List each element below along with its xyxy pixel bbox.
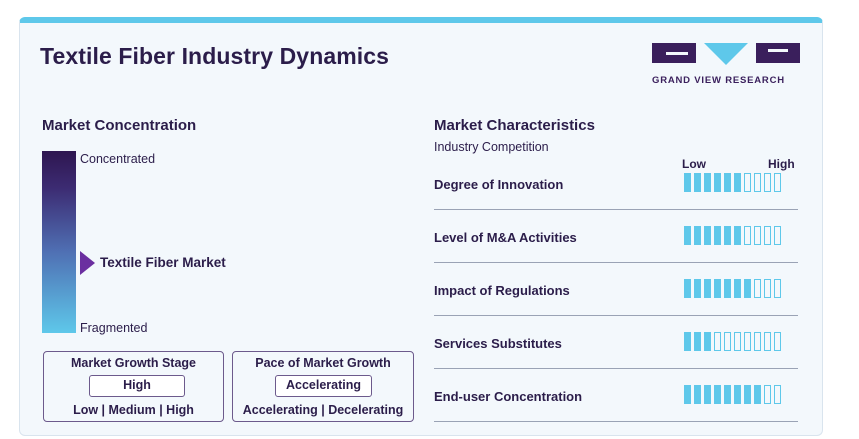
characteristic-level-meter [684,279,781,298]
growth-stage-title: Market Growth Stage [70,356,197,370]
level-cell-filled [694,226,701,245]
logo-mark-triangle [704,43,748,65]
concentration-gradient-bar [42,151,76,333]
growth-stage-box: Market Growth Stage High Low | Medium | … [43,351,224,422]
level-cell-filled [724,279,731,298]
level-cell-empty [754,279,761,298]
level-cell-empty [744,226,751,245]
characteristic-row: Impact of Regulations [434,263,798,316]
characteristic-row: End-user Concentration [434,369,798,422]
logo-text: GRAND VIEW RESEARCH [652,75,785,86]
growth-stage-value: High [89,375,185,397]
growth-pace-title: Pace of Market Growth [255,356,391,370]
concentration-heading: Market Concentration [42,117,197,134]
growth-stage-options: Low | Medium | High [73,403,194,417]
level-cell-filled [754,385,761,404]
level-cell-filled [714,385,721,404]
growth-pace-box: Pace of Market Growth Accelerating Accel… [232,351,414,422]
characteristic-level-meter [684,385,781,404]
level-cell-empty [744,173,751,192]
level-cell-filled [734,385,741,404]
growth-pace-value: Accelerating [275,375,372,397]
level-cell-filled [714,226,721,245]
level-cell-filled [694,279,701,298]
characteristic-row: Level of M&A Activities [434,210,798,263]
level-cell-empty [754,226,761,245]
level-cell-empty [764,173,771,192]
dynamics-card: Textile Fiber Industry Dynamics GRAND VI… [19,17,823,436]
concentrated-label: Concentrated [80,152,156,166]
level-cell-filled [724,173,731,192]
level-cell-filled [724,385,731,404]
characteristic-label: Services Substitutes [434,336,562,351]
level-cell-filled [684,226,691,245]
characteristic-row: Services Substitutes [434,316,798,369]
level-cell-empty [774,385,781,404]
level-cell-empty [754,173,761,192]
level-cell-filled [744,279,751,298]
level-cell-empty [774,226,781,245]
growth-pace-options: Accelerating | Decelerating [242,403,404,417]
scale-low-label: Low [682,157,706,171]
level-cell-filled [684,279,691,298]
page-title: Textile Fiber Industry Dynamics [40,43,390,69]
characteristics-heading: Market Characteristics [434,117,595,134]
characteristic-level-meter [684,173,781,192]
characteristic-label: End-user Concentration [434,389,583,404]
level-cell-filled [724,226,731,245]
level-cell-filled [714,173,721,192]
level-cell-empty [744,332,751,351]
level-cell-filled [734,226,741,245]
level-cell-filled [704,226,711,245]
characteristic-level-meter [684,226,781,245]
brand-logo: GRAND VIEW RESEARCH [652,43,800,89]
level-cell-filled [704,332,711,351]
level-cell-filled [694,332,701,351]
level-cell-empty [764,332,771,351]
characteristic-row: Degree of Innovation [434,157,798,210]
level-cell-empty [714,332,721,351]
level-cell-empty [774,332,781,351]
level-cell-empty [724,332,731,351]
fragmented-label: Fragmented [80,321,148,335]
market-position-marker-icon [80,251,95,275]
characteristic-label: Level of M&A Activities [434,230,577,245]
level-cell-empty [774,279,781,298]
level-cell-empty [764,279,771,298]
level-cell-filled [714,279,721,298]
level-cell-empty [764,226,771,245]
market-position-label: Textile Fiber Market [100,255,226,270]
level-cell-filled [694,385,701,404]
characteristic-level-meter [684,332,781,351]
level-cell-filled [744,385,751,404]
level-cell-filled [734,173,741,192]
level-cell-filled [694,173,701,192]
level-cell-empty [754,332,761,351]
level-cell-empty [764,385,771,404]
level-cell-empty [774,173,781,192]
level-cell-filled [684,332,691,351]
scale-high-label: High [768,157,795,171]
characteristics-subheading: Industry Competition [434,140,549,154]
level-cell-filled [704,173,711,192]
characteristic-label: Degree of Innovation [434,177,564,192]
level-cell-filled [684,173,691,192]
level-cell-filled [684,385,691,404]
logo-mark-left [652,43,696,63]
level-cell-filled [734,279,741,298]
characteristic-label: Impact of Regulations [434,283,570,298]
level-cell-empty [734,332,741,351]
logo-mark-right [756,43,800,63]
level-cell-filled [704,385,711,404]
level-cell-filled [704,279,711,298]
